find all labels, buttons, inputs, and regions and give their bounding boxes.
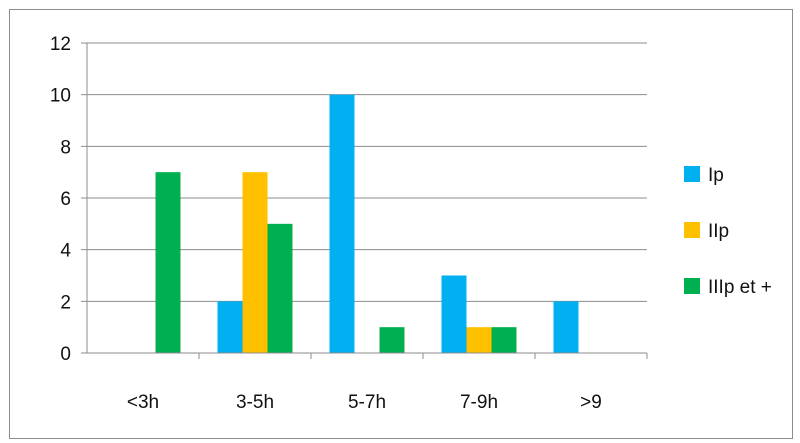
axes bbox=[81, 42, 648, 359]
x-tick-label: 3-5h bbox=[236, 392, 274, 413]
y-tick-label: 6 bbox=[60, 189, 71, 210]
legend-label: Ip bbox=[708, 165, 724, 186]
x-tick-labels: <3h 3-5h 5-7h 7-9h >9 bbox=[127, 392, 602, 413]
bar-iip-1 bbox=[242, 172, 268, 353]
y-tick-label: 4 bbox=[60, 241, 71, 262]
legend-label: IIp bbox=[708, 221, 729, 242]
y-tick-label: 8 bbox=[60, 137, 71, 158]
bars bbox=[155, 94, 579, 354]
bar-iiip-et--2 bbox=[379, 327, 405, 353]
bar-iiip-et--3 bbox=[491, 327, 517, 353]
legend-swatch bbox=[684, 222, 700, 238]
x-tick-label: 7-9h bbox=[460, 392, 498, 413]
legend-swatch bbox=[684, 278, 700, 294]
bar-ip-4 bbox=[553, 301, 579, 353]
bar-ip-1 bbox=[217, 301, 243, 353]
x-tick-label: >9 bbox=[580, 392, 602, 413]
bar-iip-3 bbox=[466, 327, 492, 353]
bar-iiip-et--0 bbox=[155, 172, 181, 353]
y-tick-label: 12 bbox=[50, 34, 71, 55]
y-tick-labels: 0 2 4 6 8 10 12 bbox=[50, 34, 72, 365]
chart-frame bbox=[9, 9, 793, 439]
bar-ip-2 bbox=[329, 94, 355, 354]
x-tick-label: <3h bbox=[127, 392, 159, 413]
y-tick-label: 0 bbox=[60, 344, 71, 365]
bar-ip-3 bbox=[441, 275, 467, 353]
legend: Ip IIp IIIp et + bbox=[684, 165, 772, 298]
bar-iiip-et--1 bbox=[267, 223, 293, 353]
legend-swatch bbox=[684, 166, 700, 182]
y-tick-label: 2 bbox=[60, 292, 71, 313]
y-tick-label: 10 bbox=[50, 86, 71, 107]
x-tick-label: 5-7h bbox=[348, 392, 386, 413]
legend-label: IIIp et + bbox=[708, 277, 772, 298]
